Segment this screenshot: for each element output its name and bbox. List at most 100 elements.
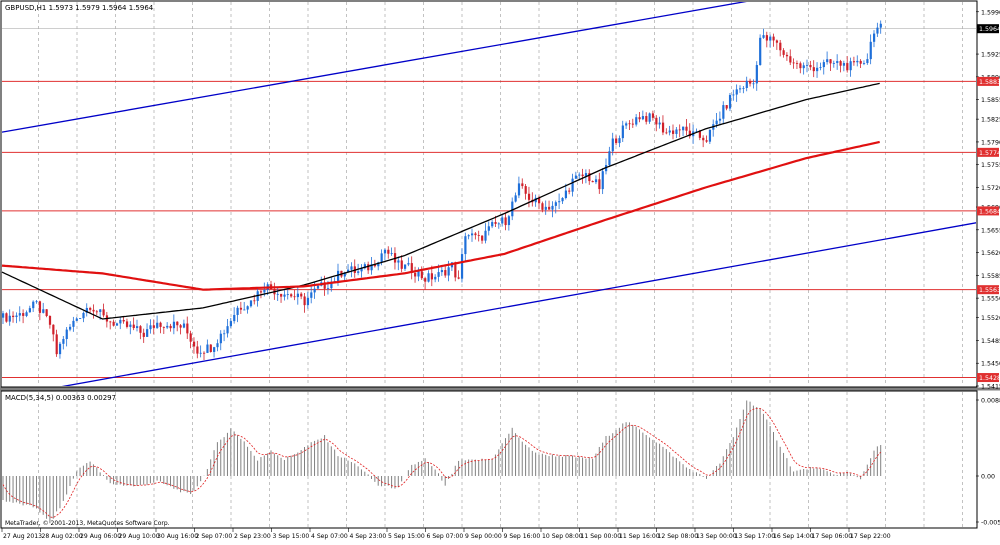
level-tag: [977, 285, 999, 295]
candle-body: [558, 201, 561, 203]
horizontal-levels[interactable]: [2, 80, 976, 379]
candle-body: [434, 276, 437, 280]
candle-body: [728, 95, 732, 109]
candle-body: [504, 217, 507, 226]
candle-body: [564, 190, 567, 199]
level-tags: 1.5964 1.5883 1.5774 1.5684 1.5563 1.5428: [977, 24, 1000, 383]
price-label: 1.5415: [981, 384, 1000, 391]
price-label: 1.5925: [981, 52, 1000, 59]
current-price-tag: [977, 24, 999, 34]
candle-body: [363, 264, 366, 269]
candle-body: [233, 314, 236, 322]
candle-body: [209, 344, 212, 352]
candle-body: [22, 313, 25, 316]
candle-body: [176, 321, 179, 326]
candle-body: [350, 266, 353, 270]
candle-body: [367, 264, 370, 271]
candle-body: [35, 301, 38, 303]
macd-signal-line: [2, 407, 882, 519]
candle-body: [326, 288, 330, 289]
candle-body: [99, 309, 102, 312]
candle-body: [129, 324, 132, 327]
candle-body: [109, 321, 112, 323]
candle-body: [424, 278, 427, 282]
candle-body: [628, 123, 631, 125]
candle-body: [243, 309, 246, 311]
candle-body: [806, 64, 809, 66]
candle-body: [568, 190, 571, 192]
candle-body: [521, 183, 524, 187]
time-label: 10 Sep 08:00: [542, 533, 583, 540]
candle-body: [12, 315, 15, 318]
candle-body: [792, 62, 795, 64]
candle-body: [718, 118, 722, 121]
time-label: 29 Aug 06:00: [80, 533, 121, 540]
price-label: 1.5450: [981, 361, 1000, 368]
time-label: 9 Sep 00:00: [465, 533, 502, 540]
candle-body: [112, 321, 115, 326]
candle-body: [313, 288, 316, 293]
candle-body: [249, 300, 253, 307]
price-label: 1.5790: [981, 139, 1000, 146]
candle-body: [732, 94, 735, 96]
candle-body: [360, 268, 363, 272]
current-price-label: 1.5964: [979, 26, 1000, 33]
level-tag: [977, 373, 999, 383]
candle-body: [588, 173, 591, 182]
candle-body: [762, 35, 765, 38]
candle-body: [82, 312, 85, 319]
candle-body: [775, 40, 779, 43]
candle-body: [866, 59, 869, 64]
channel-lower-line[interactable]: [2, 217, 1000, 397]
candle-body: [705, 140, 708, 142]
candle-body: [668, 130, 671, 133]
candle-body: [132, 324, 135, 329]
moving-averages: [1, 82, 880, 320]
candle-body: [196, 346, 199, 354]
candle-body: [752, 83, 755, 85]
candle-body: [725, 105, 728, 109]
candle-body: [420, 271, 423, 279]
candle-body: [749, 80, 752, 84]
candle-body: [430, 273, 433, 280]
candle-body: [739, 88, 742, 90]
candle-body: [782, 50, 785, 55]
price-label: 1.5855: [981, 97, 1000, 104]
candle-body: [645, 116, 648, 122]
candle-body: [785, 54, 789, 57]
candle-body: [812, 67, 815, 72]
candle-body: [655, 117, 658, 125]
candle-body: [192, 341, 196, 347]
candle-body: [102, 309, 105, 316]
candle-body: [162, 326, 165, 328]
candle-body: [156, 322, 159, 328]
candle-body: [467, 235, 470, 237]
candle-body: [337, 270, 340, 282]
candle-body: [799, 63, 802, 69]
candle-body: [665, 132, 668, 134]
candle-body: [186, 323, 189, 334]
price-label: 1.5520: [981, 315, 1000, 322]
candle-body: [715, 120, 718, 125]
candle-body: [206, 344, 209, 353]
candle-body: [879, 23, 882, 28]
candle-body: [487, 226, 490, 231]
channel-upper-line[interactable]: [2, 0, 1000, 133]
time-label: 13 Sep 17:00: [735, 533, 776, 540]
candle-body: [149, 325, 152, 330]
level-tag-label: 1.5428: [979, 375, 1000, 382]
candle-body: [380, 253, 383, 263]
time-label: 4 Sep 07:00: [311, 533, 348, 540]
time-axis[interactable]: 27 Aug 2013 28 Aug 02:0029 Aug 06:0029 Au…: [1, 528, 891, 540]
candle-body: [574, 175, 578, 179]
candle-body: [65, 329, 68, 340]
candle-body: [310, 292, 313, 298]
candle-body: [682, 126, 685, 131]
candle-body: [146, 329, 149, 337]
time-label: 13 Sep 00:00: [696, 533, 737, 540]
candle-body: [2, 313, 5, 318]
candle-body: [303, 296, 306, 306]
trend-channel[interactable]: [2, 0, 1000, 397]
